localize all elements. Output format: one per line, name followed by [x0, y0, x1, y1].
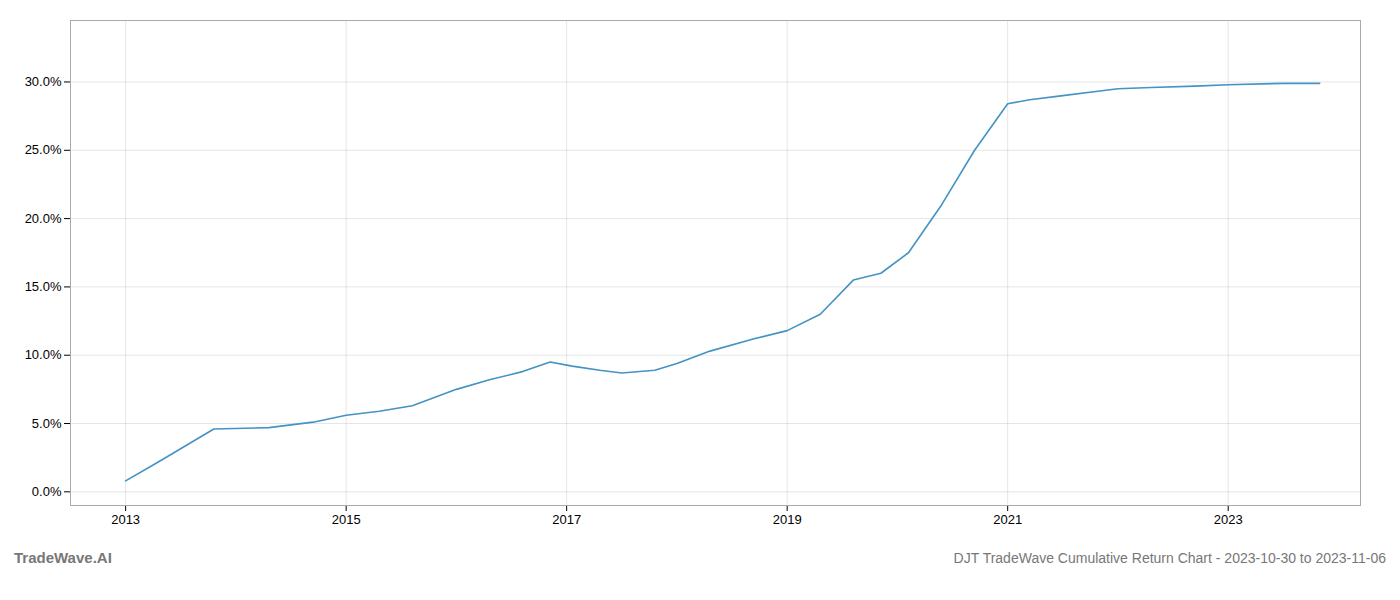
svg-text:2017: 2017: [552, 512, 581, 527]
svg-text:10.0%: 10.0%: [25, 347, 62, 362]
svg-text:15.0%: 15.0%: [25, 279, 62, 294]
html-text:TradeWave.AI: TradeWave.AI: [14, 549, 112, 566]
svg-text:0.0%: 0.0%: [32, 484, 62, 499]
svg-text:2013: 2013: [111, 512, 140, 527]
svg-text:30.0%: 30.0%: [25, 74, 62, 89]
html-text:DJT TradeWave Cumulative Retur: DJT TradeWave Cumulative Return Chart - …: [953, 550, 1386, 566]
svg-text:2019: 2019: [773, 512, 802, 527]
svg-text:2023: 2023: [1214, 512, 1243, 527]
svg-text:20.0%: 20.0%: [25, 211, 62, 226]
svg-text:5.0%: 5.0%: [32, 416, 62, 431]
svg-text:25.0%: 25.0%: [25, 142, 62, 157]
svg-text:2021: 2021: [993, 512, 1022, 527]
svg-text:2015: 2015: [332, 512, 361, 527]
